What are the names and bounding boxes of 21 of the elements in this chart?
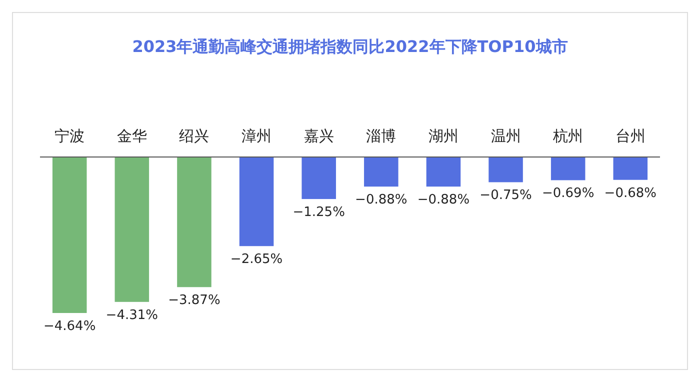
x-tick-label: 宁波 [54, 127, 85, 145]
x-tick-label: 漳州 [242, 127, 272, 145]
data-label: −0.88% [417, 192, 470, 208]
chart-title: 2023年通勤高峰交通拥堵指数同比2022年下降TOP10城市 [132, 37, 568, 56]
data-label: −0.75% [480, 188, 532, 204]
data-label: −3.87% [168, 293, 220, 308]
data-label: −0.88% [355, 192, 408, 208]
x-tick-label: 杭州 [552, 127, 584, 145]
x-tick-label: 湖州 [428, 127, 458, 145]
data-label: −4.31% [106, 308, 158, 323]
x-tick-label: 台州 [615, 127, 646, 145]
data-label: −0.69% [542, 186, 594, 202]
x-tick-label: 温州 [490, 127, 521, 145]
data-label: −0.68% [604, 186, 657, 201]
data-label: −2.65% [230, 252, 283, 268]
data-label: −1.25% [292, 205, 345, 220]
x-tick-label: 绍兴 [179, 127, 210, 145]
x-tick-label: 淄博 [366, 127, 396, 145]
x-tick-label: 嘉兴 [304, 127, 334, 145]
data-label: −4.64% [43, 319, 96, 334]
x-tick-label: 金华 [116, 127, 147, 145]
